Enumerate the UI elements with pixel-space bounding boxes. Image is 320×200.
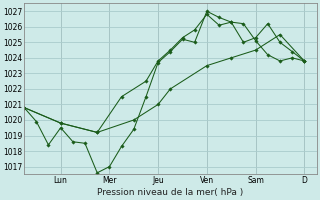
- X-axis label: Pression niveau de la mer( hPa ): Pression niveau de la mer( hPa ): [97, 188, 244, 197]
